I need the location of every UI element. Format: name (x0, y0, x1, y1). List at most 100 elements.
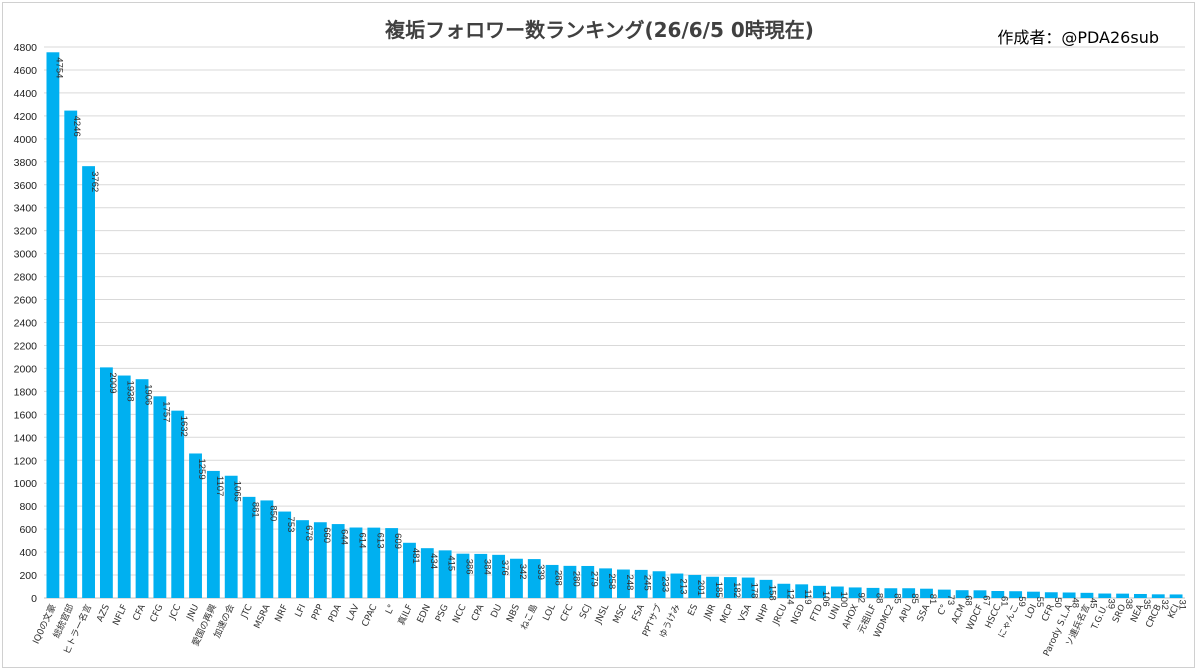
y-tick-label: 4800 (14, 42, 38, 54)
x-tick-label: C° (936, 603, 950, 617)
bar (759, 579, 773, 598)
bar (99, 367, 113, 598)
data-label: 61 (998, 596, 1009, 607)
data-label: 88 (874, 593, 885, 604)
bar (367, 527, 381, 598)
data-label: 386 (463, 559, 474, 575)
bar (1009, 591, 1023, 598)
data-label: 280 (570, 571, 581, 587)
x-tick-label: WDCF (965, 603, 986, 632)
bar (1044, 592, 1058, 598)
y-tick-label: 3600 (14, 180, 38, 192)
data-label: 339 (535, 564, 546, 580)
x-tick-label: PDA (327, 602, 344, 624)
y-tick-label: 4400 (14, 88, 38, 100)
data-label: 182 (731, 582, 742, 598)
x-tick-label: APU (898, 603, 915, 624)
bar (706, 576, 719, 598)
data-label: 248 (624, 575, 635, 591)
x-tick-label: JNU (185, 603, 201, 623)
bar (403, 542, 416, 598)
x-tick-label: CFC (559, 603, 576, 623)
data-label: 4246 (71, 116, 82, 137)
data-label: 481 (410, 548, 421, 564)
x-tick-label: FSA (631, 602, 648, 622)
y-tick-label: 1400 (14, 432, 38, 444)
x-tick-label: LOL (542, 603, 558, 622)
data-label: 92 (856, 592, 867, 603)
x-tick-label: ES (687, 603, 701, 618)
bar (171, 410, 185, 598)
y-tick-label: 2000 (14, 363, 38, 375)
x-tick-label: NRF (274, 603, 291, 624)
bar (688, 574, 702, 598)
data-label: 124 (784, 589, 795, 605)
x-tick-label: NHP (755, 603, 772, 625)
y-tick-label: 200 (19, 570, 37, 582)
y-tick-label: 2400 (14, 318, 38, 330)
bar (153, 396, 167, 598)
x-tick-label: MSRA (253, 602, 273, 630)
data-label: 3762 (89, 171, 100, 192)
data-label: 376 (499, 560, 510, 576)
y-tick-label: 4200 (14, 111, 38, 123)
y-tick-label: 1600 (14, 409, 38, 421)
x-tick-label: MSC (612, 603, 629, 625)
data-label: 245 (642, 575, 653, 591)
data-label: 67 (980, 595, 991, 606)
data-label: 59 (1016, 596, 1027, 607)
bar (456, 553, 470, 598)
data-label: 233 (660, 576, 671, 592)
bar (1027, 591, 1040, 598)
x-tick-label: MCP (719, 603, 737, 625)
x-tick-label: NFLF (112, 603, 130, 627)
bar (830, 586, 844, 598)
data-label: 48 (1070, 597, 1081, 608)
chart-title: 複垢フォロワー数ランキング(26/6/5 0時現在) (385, 18, 814, 42)
author-credit: 作成者：@PDA26sub (997, 28, 1159, 47)
x-tick-label: AZS (95, 603, 112, 624)
data-label: 178 (749, 583, 760, 599)
data-label: 35 (1141, 599, 1152, 610)
bar (670, 573, 684, 598)
data-label: 850 (267, 505, 278, 521)
x-tick-label: NCC (451, 603, 468, 625)
data-label: 753 (285, 517, 296, 533)
x-tick-label: ACM (950, 603, 968, 625)
bar (1098, 593, 1112, 598)
data-label: 279 (588, 571, 599, 587)
bar (224, 475, 238, 598)
data-label: 31 (1177, 599, 1188, 610)
bar (902, 588, 916, 598)
data-label: 85 (909, 593, 920, 604)
y-tick-label: 1200 (14, 455, 38, 467)
bar (331, 524, 345, 598)
bar (634, 569, 648, 598)
bar (616, 569, 630, 598)
data-label: 1938 (125, 381, 136, 402)
data-label: 644 (339, 529, 350, 545)
data-label: 185 (713, 582, 724, 598)
bar (741, 577, 755, 598)
bar (189, 453, 202, 598)
data-label: 258 (606, 573, 617, 589)
data-label: 881 (250, 502, 261, 518)
y-tick-label: 400 (19, 547, 37, 559)
x-tick-label: SCJ (578, 603, 593, 621)
bar (260, 500, 274, 598)
bar (973, 590, 987, 598)
bar (777, 583, 791, 598)
bar (527, 559, 541, 598)
y-tick-label: 800 (19, 501, 37, 513)
data-label: 434 (428, 553, 439, 569)
data-label: 1259 (196, 458, 207, 479)
y-tick-label: 3400 (14, 203, 38, 215)
data-label: 288 (553, 570, 564, 586)
y-tick-label: 4000 (14, 134, 38, 146)
bar (135, 379, 149, 598)
bar (1169, 594, 1183, 598)
data-label: 1757 (160, 401, 171, 422)
data-label: 85 (891, 593, 902, 604)
